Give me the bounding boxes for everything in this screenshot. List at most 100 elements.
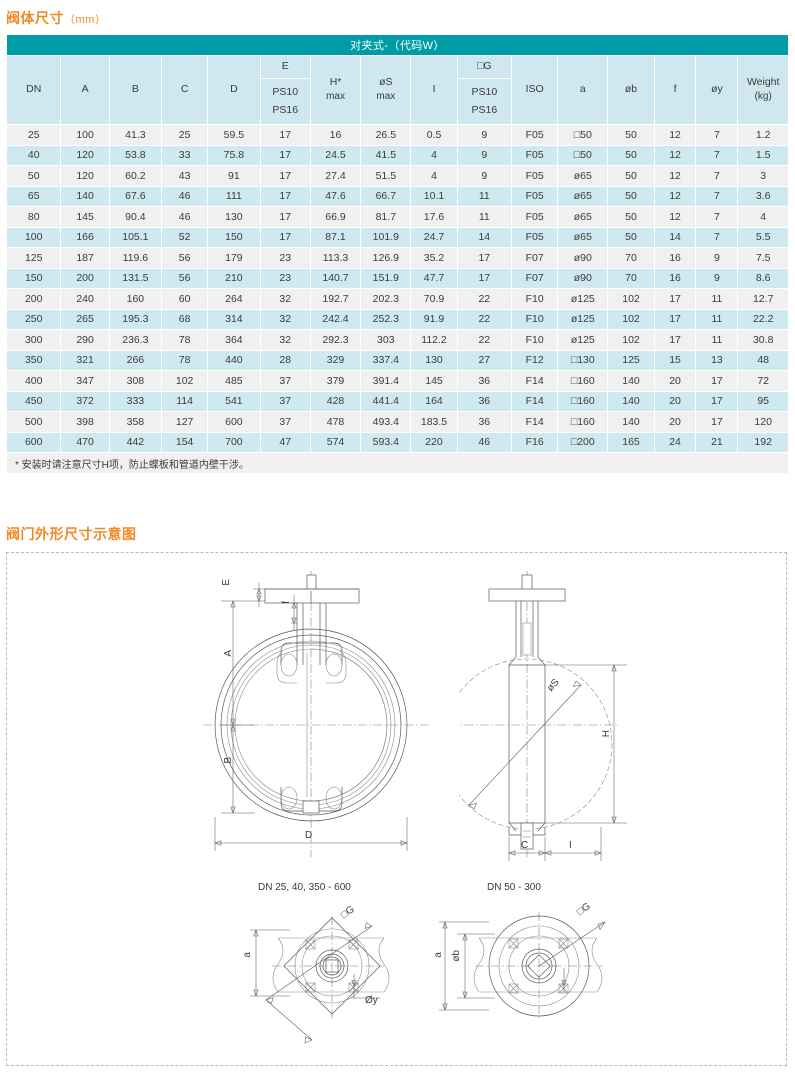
cell-oy: 17 [695,370,739,392]
cell-weight: 8.6 [737,267,789,289]
cell-dn: 40 [5,144,62,166]
cell-d: 210 [207,267,261,289]
col-header-oy: øy [695,55,739,125]
col-header-weight-sub: (kg) [754,91,772,103]
cell-d: 264 [207,288,261,310]
cell-a: 290 [60,329,110,351]
cell-f: 12 [653,206,697,228]
cell-ob: 140 [607,390,655,412]
cell-g: 17 [456,247,513,269]
label-a-square: a [242,952,253,958]
cell-e: 32 [259,288,311,310]
cell-oy: 13 [695,349,739,371]
cell-g: 9 [456,124,513,146]
cell-aa: ø125 [557,288,609,310]
cell-os: 303 [360,329,412,351]
cell-ob: 50 [607,206,655,228]
cell-i: 4 [410,165,458,187]
cell-g: 9 [456,144,513,166]
cell-ob: 102 [607,308,655,330]
col-header-h: H* max [309,55,362,125]
cell-d: 541 [207,390,261,412]
cell-dn: 50 [5,165,62,187]
cell-iso: F16 [511,431,559,453]
cell-a: 321 [60,349,110,371]
cell-iso: F07 [511,247,559,269]
cell-g: 36 [456,411,513,433]
cell-oy: 7 [695,165,739,187]
cell-iso: F14 [511,411,559,433]
cell-d: 485 [207,370,261,392]
cell-dn: 65 [5,185,62,207]
cell-iso: F07 [511,267,559,289]
cell-g: 46 [456,431,513,453]
cell-b: 160 [108,288,163,310]
cell-iso: F14 [511,390,559,412]
col-header-g-label: □G [457,56,512,79]
cell-ob: 165 [607,431,655,453]
cell-a: 200 [60,267,110,289]
cell-a: 265 [60,308,110,330]
cell-os: 337.4 [360,349,412,371]
cell-dn: 25 [5,124,62,146]
cell-os: 66.7 [360,185,412,207]
col-header-g: □G PS10 PS16 [456,55,513,125]
cell-h: 329 [309,349,362,371]
cell-i: 164 [410,390,458,412]
col-header-h-sub: max [326,91,345,103]
col-header-b: B [108,55,163,125]
front-view-svg [203,571,431,857]
col-header-i: I [410,55,458,125]
cell-d: 130 [207,206,261,228]
cell-g: 17 [456,267,513,289]
cell-f: 16 [653,267,697,289]
cell-os: 41.5 [360,144,412,166]
col-header-e-ps16: PS16 [272,103,299,116]
cell-g: 36 [456,390,513,412]
cell-h: 428 [309,390,362,412]
cell-d: 440 [207,349,261,371]
cell-a: 398 [60,411,110,433]
cell-os: 101.9 [360,226,412,248]
cell-oy: 17 [695,390,739,412]
cell-oy: 11 [695,329,739,351]
table-footnote: * 安装时请注意尺寸H项，防止蝶板和管道内壁干涉。 [6,452,789,474]
cell-g: 36 [456,370,513,392]
cell-e: 17 [259,185,311,207]
cell-dn: 125 [5,247,62,269]
cell-weight: 1.2 [737,124,789,146]
cell-ob: 50 [607,185,655,207]
table-body: 对夹式-（代码W） DN A B C D E PS10 PS16 [5,34,789,474]
cell-ob: 50 [607,226,655,248]
cell-os: 391.4 [360,370,412,392]
cell-h: 574 [309,431,362,453]
cell-oy: 11 [695,288,739,310]
cell-g: 14 [456,226,513,248]
cell-c: 78 [161,329,209,351]
cell-ob: 50 [607,124,655,146]
col-header-weight-label: Weight [746,76,780,89]
cell-h: 192.7 [309,288,362,310]
cell-d: 364 [207,329,261,351]
cell-iso: F05 [511,165,559,187]
cell-c: 102 [161,370,209,392]
cell-dn: 200 [5,288,62,310]
col-header-a: A [60,55,110,125]
col-header-weight: Weight (kg) [737,55,789,125]
cell-b: 358 [108,411,163,433]
col-header-os-label: øS [379,76,393,89]
table-row: 400 347 308 102 485 37 379 391.4 145 36 F14 □160 140… [5,370,789,392]
table-row: 350 321 266 78 440 28 329 337.4 130 27 F12 □130 125 1… [5,349,789,371]
cell-iso: F05 [511,124,559,146]
cell-iso: F05 [511,226,559,248]
col-header-aa: a [557,55,609,125]
cell-f: 20 [653,370,697,392]
cell-oy: 7 [695,226,739,248]
cell-dn: 350 [5,349,62,371]
cell-weight: 72 [737,370,789,392]
table-footnote-row: * 安装时请注意尺寸H项，防止蝶板和管道内壁干涉。 [6,452,789,474]
label-A: A [223,650,234,657]
cell-d: 700 [207,431,261,453]
cell-ob: 102 [607,329,655,351]
